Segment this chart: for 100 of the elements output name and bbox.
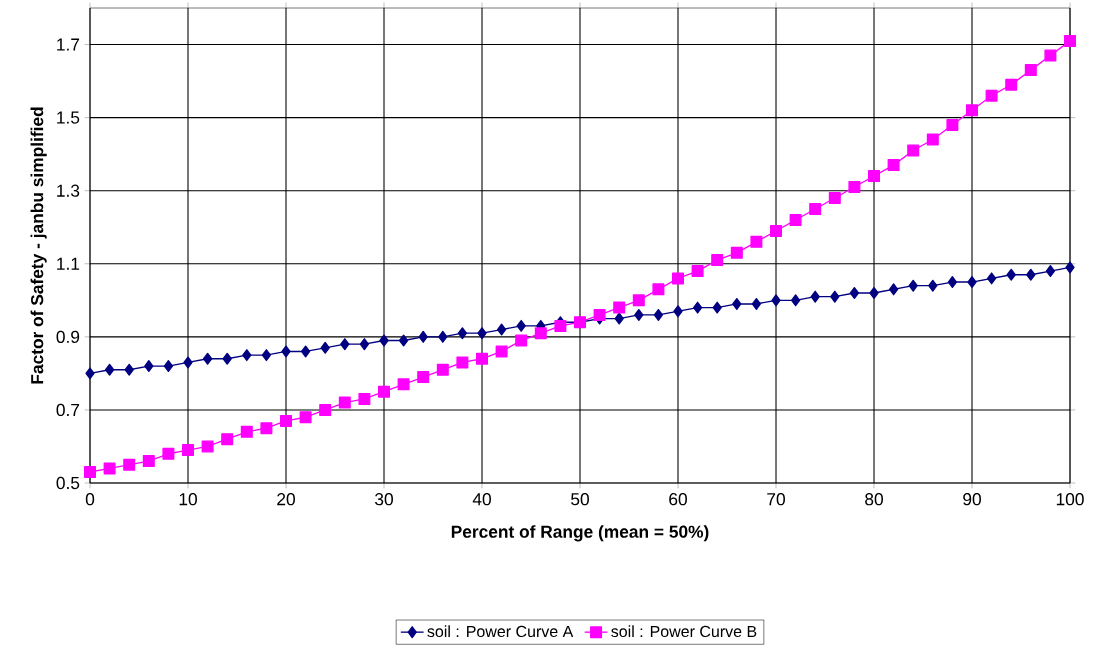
point: [711, 254, 724, 267]
point: [888, 283, 899, 296]
point: [771, 294, 781, 307]
point: [830, 290, 840, 303]
point: [967, 276, 977, 289]
point: [1026, 268, 1036, 281]
x-axis-title: Percent of Range (mean = 50%): [451, 525, 709, 542]
x-tick-label: 40: [472, 493, 491, 506]
point: [1064, 34, 1077, 47]
point: [673, 305, 683, 318]
point: [340, 338, 350, 351]
point: [438, 330, 448, 343]
point: [907, 144, 920, 157]
point: [476, 352, 489, 365]
x-tick-label: 30: [375, 493, 393, 506]
point: [299, 411, 312, 424]
point: [947, 276, 958, 289]
point: [750, 235, 763, 248]
point: [320, 341, 330, 354]
point: [477, 327, 487, 340]
point: [281, 345, 291, 358]
point: [84, 466, 97, 479]
point: [632, 294, 645, 307]
y-tick-label: 0.9: [56, 330, 80, 343]
point: [986, 272, 997, 285]
point: [85, 367, 95, 380]
point: [712, 301, 722, 314]
point: [966, 104, 979, 117]
y-axis-title: Factor of Safety - janbu simplified: [30, 107, 47, 384]
point: [359, 338, 370, 351]
point: [379, 334, 389, 347]
point: [534, 327, 547, 340]
legend-label: soil : Power Curve A: [427, 625, 574, 638]
x-tick-label: 0: [85, 493, 95, 506]
point: [928, 279, 938, 292]
point: [144, 360, 154, 373]
point: [1044, 49, 1057, 62]
point: [1005, 78, 1018, 91]
point: [614, 312, 624, 325]
point: [985, 89, 998, 102]
point: [338, 396, 351, 409]
point: [1006, 268, 1016, 281]
point: [418, 330, 428, 343]
point: [456, 356, 469, 369]
x-tick-label: 10: [179, 493, 197, 506]
point: [810, 290, 820, 303]
point: [221, 433, 234, 446]
point: [515, 334, 528, 347]
point: [378, 385, 391, 398]
point: [613, 301, 626, 314]
point: [260, 422, 273, 435]
point: [516, 319, 526, 332]
point: [789, 213, 802, 226]
point: [1024, 64, 1037, 77]
x-tick-label: 70: [767, 493, 785, 506]
point: [103, 462, 116, 475]
point: [261, 349, 272, 362]
point: [123, 458, 136, 471]
point: [201, 440, 214, 453]
point: [398, 334, 409, 347]
point: [946, 118, 959, 131]
point: [183, 356, 193, 369]
point: [672, 272, 685, 285]
point: [436, 363, 449, 376]
point: [908, 279, 918, 292]
y-tick-label: 0.7: [56, 403, 80, 417]
point: [593, 308, 606, 321]
y-tick-label: 1.7: [57, 38, 80, 51]
point: [1065, 261, 1075, 274]
x-tick-label: 60: [669, 493, 687, 506]
point: [104, 363, 115, 376]
point: [202, 352, 213, 365]
point: [652, 283, 665, 296]
point: [770, 224, 783, 237]
point: [926, 133, 939, 146]
point: [809, 202, 822, 215]
point: [751, 297, 762, 310]
point: [142, 455, 155, 468]
y-tick-label: 1.1: [57, 257, 80, 270]
point: [240, 425, 253, 438]
y-tick-label: 0.5: [56, 476, 80, 490]
point: [790, 294, 801, 307]
point: [457, 327, 468, 340]
y-tick-label: 1.5: [57, 111, 80, 124]
legend-label: soil : Power Curve B: [611, 625, 757, 638]
point: [653, 308, 664, 321]
x-tick-label: 50: [571, 493, 589, 506]
point: [887, 159, 900, 172]
point: [162, 447, 175, 460]
point: [358, 392, 371, 405]
point: [849, 287, 860, 300]
point: [319, 403, 332, 416]
point: [124, 363, 134, 376]
point: [848, 181, 861, 194]
point: [828, 192, 841, 205]
point: [182, 444, 195, 457]
point: [730, 246, 743, 259]
point: [163, 360, 174, 373]
x-tick-label: 90: [963, 493, 981, 506]
point: [496, 323, 507, 336]
